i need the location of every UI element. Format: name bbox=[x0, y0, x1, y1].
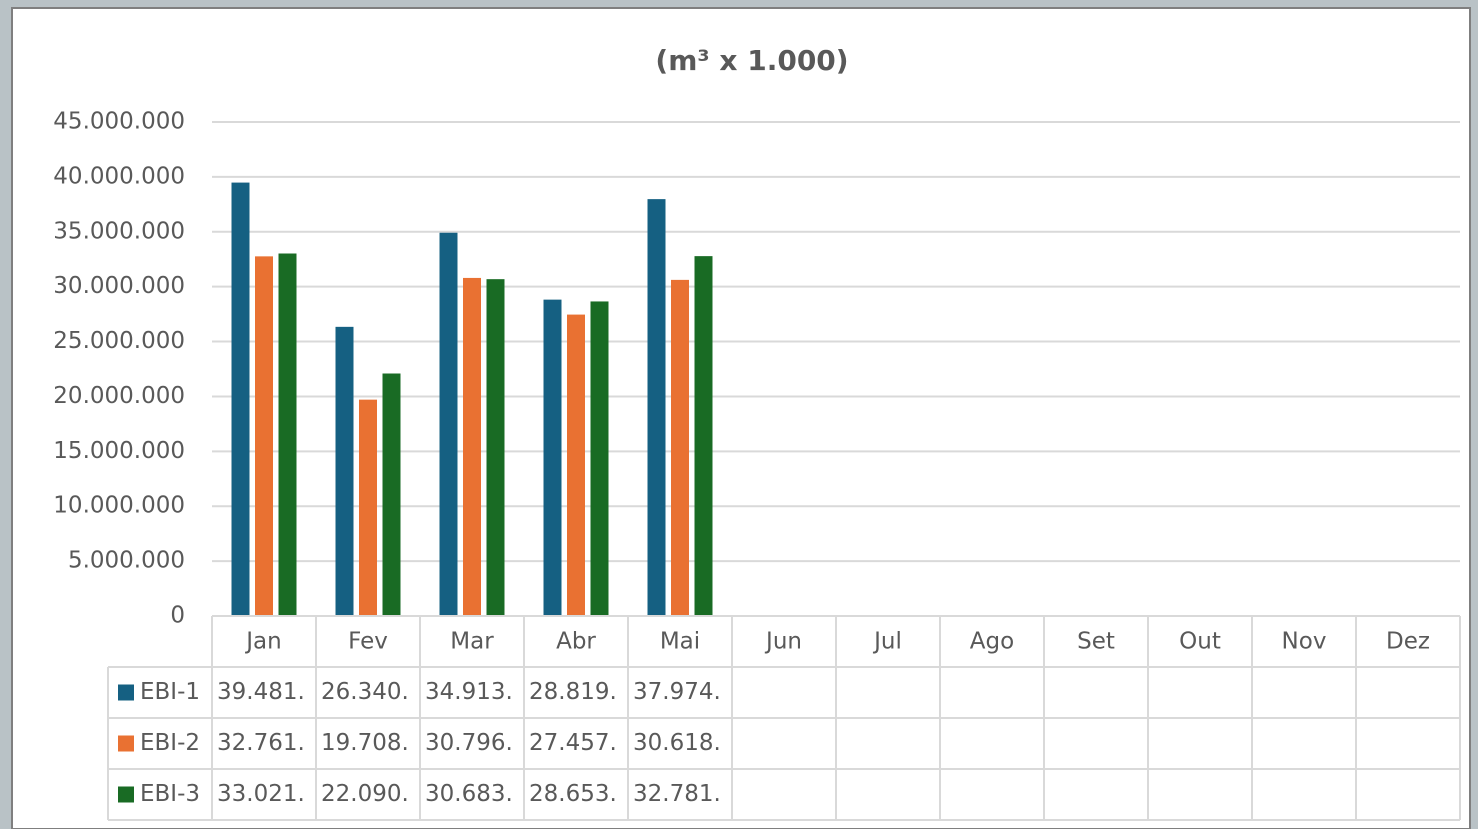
y-tick-label: 5.000.000 bbox=[68, 548, 185, 574]
bar bbox=[647, 199, 666, 616]
y-tick-label: 0 bbox=[170, 603, 185, 629]
y-tick-label: 40.000.000 bbox=[53, 163, 185, 189]
x-tick-label: Abr bbox=[556, 629, 596, 655]
x-tick-label: Ago bbox=[970, 629, 1014, 655]
bar bbox=[231, 182, 250, 616]
y-tick-label: 10.000.000 bbox=[53, 493, 185, 519]
legend-swatch bbox=[118, 684, 134, 701]
bar bbox=[335, 326, 354, 616]
table-value: 39.481. bbox=[217, 679, 305, 705]
bar bbox=[463, 277, 481, 616]
x-tick-label: Jul bbox=[872, 629, 902, 655]
table-value: 26.340. bbox=[321, 679, 409, 705]
table-value: 30.683. bbox=[425, 781, 513, 807]
table-value: 32.781. bbox=[633, 781, 721, 807]
x-tick-label: Mai bbox=[660, 629, 700, 655]
x-tick-label: Jan bbox=[244, 629, 281, 655]
chart-title: (m³ x 1.000) bbox=[655, 44, 848, 77]
y-tick-label: 25.000.000 bbox=[53, 328, 185, 354]
bar bbox=[567, 314, 585, 616]
x-tick-label: Jun bbox=[764, 629, 802, 655]
table-value: 27.457. bbox=[529, 730, 617, 756]
x-tick-label: Nov bbox=[1282, 629, 1327, 655]
table-value: 28.653. bbox=[529, 781, 617, 807]
table-value: 19.708. bbox=[321, 730, 409, 756]
bar bbox=[278, 253, 297, 616]
bar bbox=[439, 232, 458, 616]
table-value: 30.618. bbox=[633, 730, 721, 756]
bar bbox=[590, 301, 609, 616]
bar bbox=[543, 299, 562, 616]
legend-label: EBI-3 bbox=[140, 781, 200, 807]
x-tick-label: Dez bbox=[1386, 629, 1430, 655]
table-value: 28.819. bbox=[529, 679, 617, 705]
bar bbox=[671, 279, 689, 616]
bar bbox=[382, 373, 401, 616]
legend-label: EBI-1 bbox=[140, 679, 200, 705]
x-tick-label: Mar bbox=[450, 629, 494, 655]
table-value: 22.090. bbox=[321, 781, 409, 807]
table-value: 34.913. bbox=[425, 679, 513, 705]
legend-label: EBI-2 bbox=[140, 730, 200, 756]
y-tick-label: 30.000.000 bbox=[53, 273, 185, 299]
x-tick-label: Set bbox=[1077, 629, 1115, 655]
table-value: 30.796. bbox=[425, 730, 513, 756]
table-value: 32.761. bbox=[217, 730, 305, 756]
x-tick-label: Out bbox=[1179, 629, 1221, 655]
y-tick-label: 45.000.000 bbox=[53, 109, 185, 135]
table-value: 37.974. bbox=[633, 679, 721, 705]
bar bbox=[359, 399, 377, 616]
bar bbox=[255, 256, 273, 616]
legend-swatch bbox=[118, 786, 134, 803]
bar bbox=[486, 279, 505, 616]
legend-swatch bbox=[118, 735, 134, 752]
table-value: 33.021. bbox=[217, 781, 305, 807]
bar bbox=[694, 256, 713, 616]
y-tick-label: 35.000.000 bbox=[53, 218, 185, 244]
y-tick-label: 20.000.000 bbox=[53, 383, 185, 409]
x-tick-label: Fev bbox=[348, 629, 388, 655]
y-tick-label: 15.000.000 bbox=[53, 438, 185, 464]
